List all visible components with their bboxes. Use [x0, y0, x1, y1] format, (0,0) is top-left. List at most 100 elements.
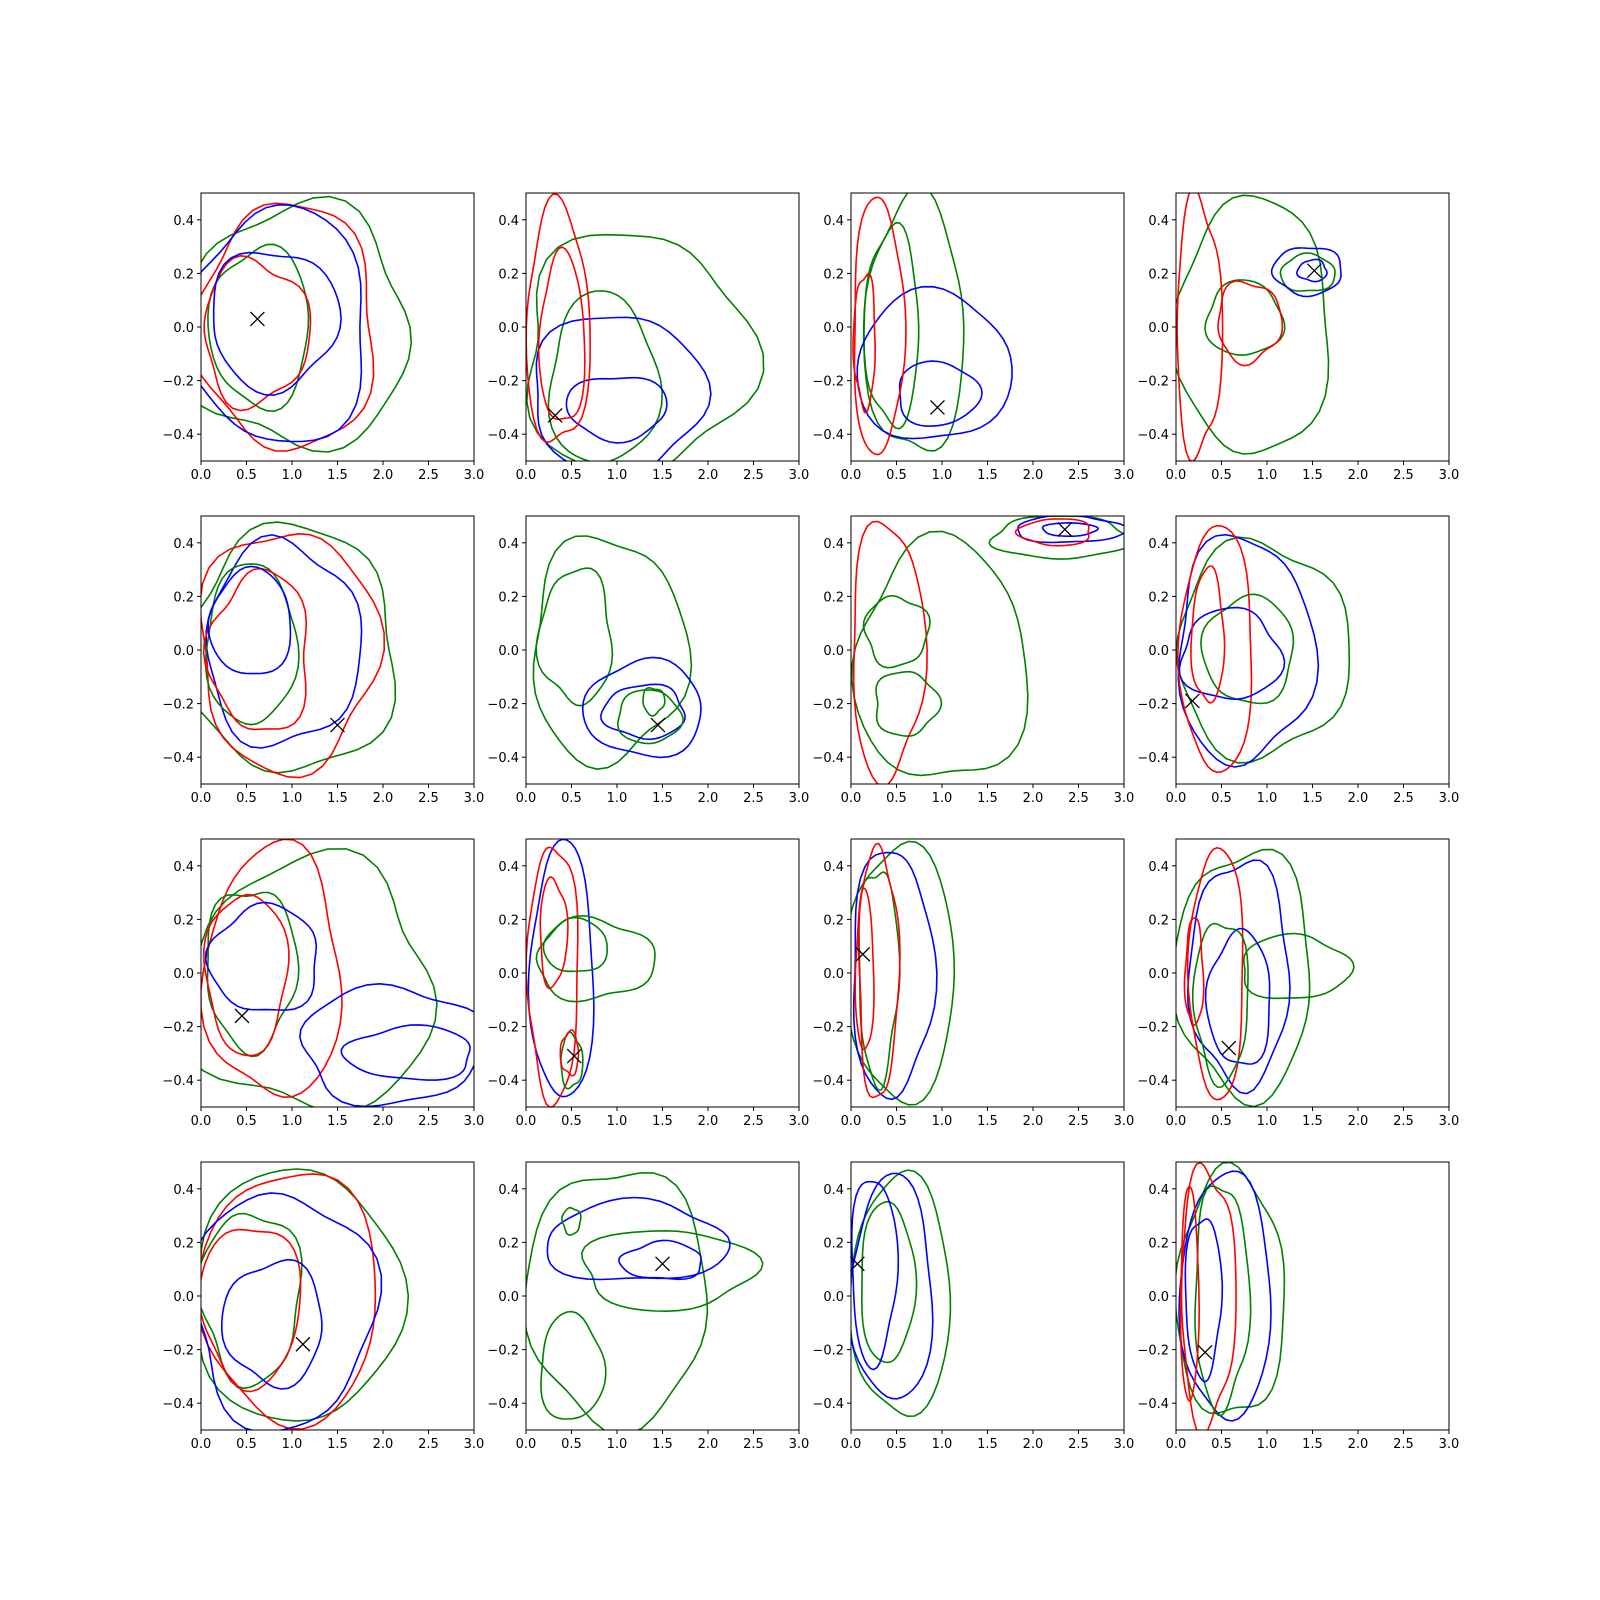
y-tick-label: −0.4 — [1137, 428, 1169, 443]
x-tick-label: 3.0 — [464, 791, 485, 806]
x-marker — [855, 946, 871, 962]
x-tick-label: 1.0 — [1257, 1437, 1278, 1452]
x-tick-label: 1.5 — [327, 1114, 348, 1129]
x-tick-label: 2.5 — [743, 468, 764, 483]
contour-blue-4 — [618, 1239, 702, 1281]
x-tick-label: 0.5 — [561, 791, 582, 806]
contour-green-4 — [207, 243, 310, 412]
x-tick-label: 2.0 — [1348, 1437, 1369, 1452]
panel-1-1: 0.0 0.5 1.0 1.5 2.0 2.5 3.0 −0.4 −0.2 0.0 0.2 0.4 — [162, 192, 484, 483]
y-tick-label: 0.4 — [823, 1183, 844, 1198]
contour-group — [201, 1168, 410, 1430]
x-marker — [330, 717, 345, 733]
panel-2-3: 0.0 0.5 1.0 1.5 2.0 2.5 3.0 −0.4 −0.2 0.0 0.2 0.4 — [812, 515, 1134, 806]
x-tick-label: 0.5 — [236, 468, 257, 483]
x-tick-label: 0.5 — [886, 1114, 907, 1129]
y-tick-label: 0.4 — [498, 537, 519, 552]
contour-red-5 — [203, 255, 312, 412]
x-tick-label: 0.5 — [886, 791, 907, 806]
contour-group — [201, 521, 397, 779]
contour-green-6 — [1191, 922, 1249, 1088]
x-tick-label: 2.5 — [1068, 791, 1089, 806]
x-tick-label: 2.0 — [698, 791, 719, 806]
x-tick-label: 1.5 — [652, 468, 673, 483]
x-tick-label: 2.5 — [418, 468, 439, 483]
contour-group — [526, 1172, 764, 1430]
axes-frame — [850, 192, 1125, 462]
x-tick-label: 1.0 — [607, 791, 628, 806]
contour-green-2 — [581, 1230, 764, 1312]
x-tick-label: 2.0 — [373, 1114, 394, 1129]
contour-green-1 — [1176, 848, 1311, 1107]
x-tick-label: 2.0 — [1023, 1114, 1044, 1129]
y-tick-label: 0.0 — [1148, 967, 1169, 982]
x-marker-stroke-b — [295, 1336, 311, 1352]
x-tick-label: 2.0 — [373, 791, 394, 806]
x-marker-stroke-b — [234, 1008, 250, 1024]
x-tick-label: 0.5 — [886, 1437, 907, 1452]
x-marker-stroke-b — [650, 717, 666, 733]
x-tick-label: 0.0 — [841, 791, 862, 806]
y-tick-label: −0.2 — [1137, 698, 1169, 713]
y-tick-label: −0.2 — [487, 1021, 519, 1036]
axes-frame — [1175, 515, 1450, 785]
y-tick-label: −0.2 — [1137, 375, 1169, 390]
y-tick-label: 0.4 — [173, 214, 194, 229]
panel-3-2: 0.0 0.5 1.0 1.5 2.0 2.5 3.0 −0.4 −0.2 0.0 0.2 0.4 — [487, 838, 810, 1129]
contour-blue-1 — [527, 839, 595, 1098]
x-tick-label: 3.0 — [464, 1437, 485, 1452]
x-marker-stroke-b — [849, 1256, 865, 1272]
contour-group — [201, 839, 474, 1107]
y-tick-label: 0.0 — [498, 321, 519, 336]
contour-green-4 — [1194, 1185, 1252, 1417]
panel-3-1: 0.0 0.5 1.0 1.5 2.0 2.5 3.0 −0.4 −0.2 0.0 0.2 0.4 — [162, 838, 484, 1129]
contour-blue-3 — [546, 1196, 731, 1281]
contour-group — [1176, 524, 1351, 774]
axes-frame — [525, 838, 800, 1108]
y-tick-label: 0.4 — [1148, 214, 1169, 229]
y-tick-label: −0.2 — [162, 698, 194, 713]
y-tick-label: −0.4 — [487, 1074, 519, 1089]
x-tick-label: 1.0 — [282, 791, 303, 806]
y-tick-label: 0.4 — [1148, 860, 1169, 875]
contour-blue-6 — [221, 1258, 323, 1390]
panel-3-4: 0.0 0.5 1.0 1.5 2.0 2.5 3.0 −0.4 −0.2 0.0 0.2 0.4 — [1137, 838, 1459, 1129]
contour-group — [851, 516, 1124, 784]
x-tick-label: 1.5 — [977, 1114, 998, 1129]
y-tick-label: 0.4 — [823, 860, 844, 875]
contour-green-2 — [547, 290, 663, 461]
x-tick-label: 2.0 — [373, 1437, 394, 1452]
contour-green-5 — [617, 689, 684, 745]
contour-blue-5 — [1204, 927, 1271, 1065]
x-tick-label: 1.5 — [977, 468, 998, 483]
x-tick-label: 0.5 — [886, 468, 907, 483]
x-marker-stroke-b — [1197, 1344, 1213, 1360]
y-tick-label: 0.0 — [173, 644, 194, 659]
x-marker-stroke-b — [855, 946, 871, 962]
x-tick-label: 2.5 — [743, 1437, 764, 1452]
x-tick-label: 0.0 — [1166, 1114, 1187, 1129]
axes-frame — [200, 192, 475, 462]
contour-blue-6 — [340, 1024, 471, 1081]
x-tick-label: 1.5 — [1302, 1114, 1323, 1129]
panel-3-3: 0.0 0.5 1.0 1.5 2.0 2.5 3.0 −0.4 −0.2 0.0 0.2 0.4 — [812, 838, 1134, 1129]
y-tick-label: 0.4 — [173, 860, 194, 875]
x-tick-label: 2.0 — [1023, 468, 1044, 483]
y-tick-label: −0.2 — [1137, 1021, 1169, 1036]
x-tick-label: 2.0 — [1023, 791, 1044, 806]
x-tick-label: 1.5 — [652, 1437, 673, 1452]
y-tick-label: 0.2 — [498, 1236, 519, 1251]
y-tick-label: −0.4 — [162, 1074, 194, 1089]
y-tick-label: −0.4 — [812, 751, 844, 766]
x-tick-label: 3.0 — [789, 1114, 810, 1129]
x-tick-label: 1.0 — [932, 1437, 953, 1452]
x-tick-label: 1.5 — [652, 791, 673, 806]
contour-green-1 — [201, 1168, 410, 1422]
contour-blue-2 — [851, 1172, 934, 1400]
x-tick-label: 1.5 — [1302, 1437, 1323, 1452]
x-marker-stroke-b — [929, 399, 945, 415]
y-tick-label: −0.4 — [487, 751, 519, 766]
y-tick-label: −0.2 — [162, 1344, 194, 1359]
contour-blue-4 — [565, 376, 668, 444]
contour-blue-3 — [201, 1192, 383, 1430]
